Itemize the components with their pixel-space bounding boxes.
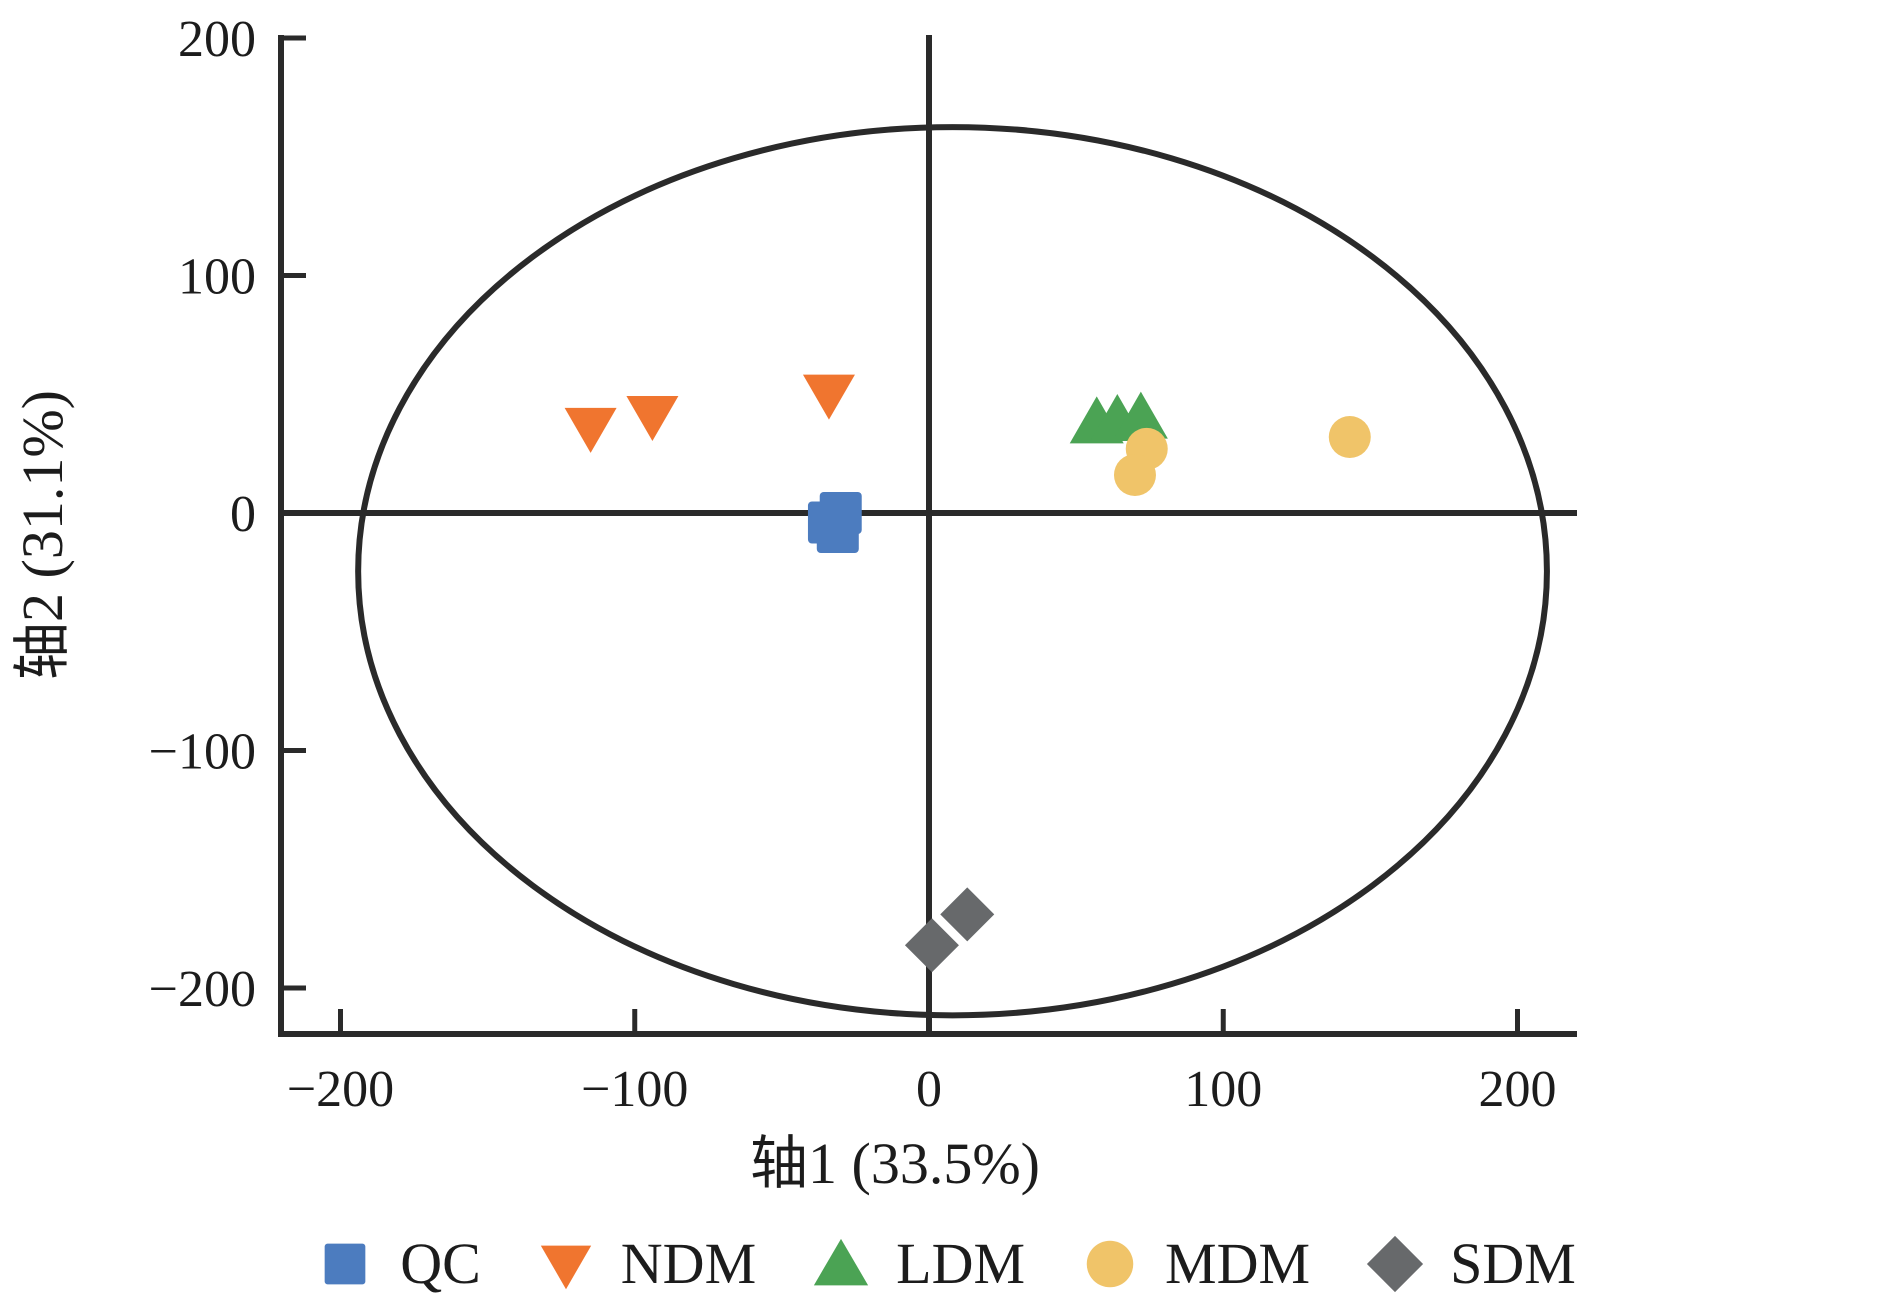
legend-item-mdm: MDM — [1079, 1233, 1310, 1295]
data-point-diamond — [940, 887, 995, 942]
legend-label-qc: QC — [400, 1231, 481, 1296]
series-sdm — [904, 887, 995, 973]
x-tick-label: 200 — [1479, 1061, 1557, 1118]
scatter-plot-figure: 200 100 0 −100 −200 −200 −100 0 100 200 轴1 (33.5%… — [10, 11, 1577, 1196]
data-point-square — [816, 511, 859, 553]
legend-label-ndm: NDM — [620, 1231, 757, 1296]
ldm-triangle-up-icon — [814, 1238, 869, 1286]
series-qc — [807, 492, 862, 553]
axes-layer — [278, 35, 1577, 1037]
tick-labels-layer: 200 100 0 −100 −200 −200 −100 0 100 200 — [149, 11, 1557, 1118]
y-axis-label: 轴2 (31.1%) — [10, 390, 75, 680]
data-point-triangle-down — [564, 407, 617, 453]
legend-label-sdm: SDM — [1450, 1231, 1576, 1296]
ndm-triangle-down-icon — [540, 1245, 591, 1290]
legend-item-ndm: NDM — [535, 1233, 756, 1295]
x-tick-label: −200 — [287, 1061, 394, 1118]
legend-item-qc: QC — [314, 1233, 481, 1295]
data-points-layer — [564, 374, 1371, 973]
x-axis-label: 轴1 (33.5%) — [750, 1131, 1040, 1196]
data-point-diamond — [904, 918, 959, 973]
sdm-diamond-icon — [1366, 1235, 1424, 1293]
y-tick-label: 100 — [178, 249, 256, 306]
data-point-triangle-up — [1113, 391, 1168, 439]
data-point-circle — [1113, 454, 1156, 496]
legend: QC NDM LDM MDM SDM — [0, 1224, 1890, 1304]
data-point-triangle-down — [626, 396, 679, 441]
confidence-ellipse-layer — [355, 124, 1550, 1019]
x-tick-label: 0 — [916, 1061, 942, 1118]
series-ldm — [1069, 391, 1168, 444]
series-mdm — [1113, 416, 1371, 496]
confidence-ellipse — [355, 124, 1550, 1019]
plot-area: 200 100 0 −100 −200 −200 −100 0 100 200 轴1 (33.5%… — [10, 11, 1577, 1196]
legend-label-ldm: LDM — [896, 1231, 1026, 1296]
y-tick-label: 0 — [230, 486, 256, 543]
y-tick-label: 200 — [178, 11, 256, 68]
zero-lines-layer — [281, 35, 1577, 1031]
mdm-circle-icon — [1086, 1240, 1134, 1288]
series-ndm — [564, 374, 855, 453]
legend-item-ldm: LDM — [810, 1233, 1025, 1295]
x-tick-label: 100 — [1184, 1061, 1262, 1118]
legend-item-sdm: SDM — [1364, 1233, 1576, 1295]
data-point-circle — [1328, 416, 1371, 458]
x-tick-label: −100 — [581, 1061, 688, 1118]
y-tick-label: −200 — [149, 961, 256, 1018]
qc-square-icon — [324, 1243, 366, 1285]
data-point-triangle-down — [802, 374, 855, 420]
y-tick-label: −100 — [149, 724, 256, 781]
legend-label-mdm: MDM — [1165, 1231, 1311, 1296]
